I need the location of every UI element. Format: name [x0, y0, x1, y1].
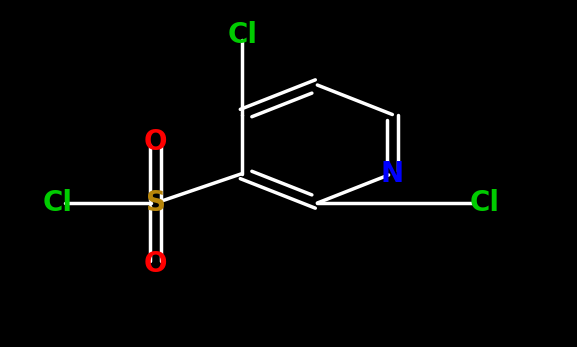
Text: N: N: [381, 160, 404, 187]
Text: Cl: Cl: [470, 189, 500, 217]
Text: O: O: [144, 128, 167, 156]
Text: Cl: Cl: [227, 21, 257, 49]
Text: O: O: [144, 250, 167, 278]
Text: S: S: [146, 189, 166, 217]
Text: Cl: Cl: [43, 189, 73, 217]
